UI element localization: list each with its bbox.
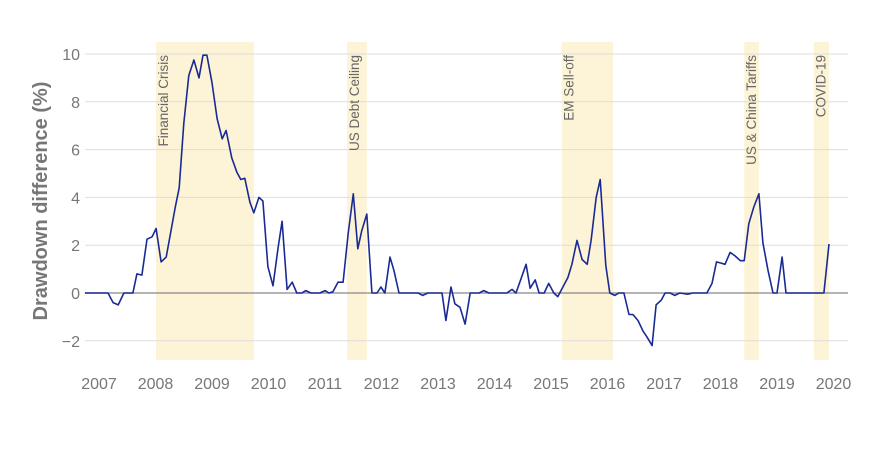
x-tick-label: 2007 (81, 376, 117, 393)
x-tick-label: 2008 (138, 376, 174, 393)
event-band-label: EM Sell-off (562, 55, 577, 121)
event-band-labels: Financial Crisis US Debt Ceiling EM Sell-o… (156, 55, 829, 165)
x-tick-label: 2009 (194, 376, 230, 393)
event-band-label: COVID-19 (814, 55, 829, 117)
x-tick-label: 2015 (533, 376, 569, 393)
y-tick-label: 2 (71, 238, 80, 255)
event-band-label: US Debt Ceiling (347, 55, 362, 151)
event-band-label: US & China Tariffs (744, 55, 759, 165)
x-tick-label: 2019 (759, 376, 795, 393)
x-tick-label: 2016 (590, 376, 626, 393)
y-tick-label: 8 (71, 95, 80, 112)
y-tick-label: 6 (71, 143, 80, 160)
x-tick-label: 2012 (364, 376, 400, 393)
x-tick-label: 2020 (816, 376, 852, 393)
event-band-label: Financial Crisis (156, 55, 171, 147)
x-tick-label: 2014 (477, 376, 513, 393)
y-tick-label: 10 (62, 47, 80, 64)
y-tick-label: 0 (71, 286, 80, 303)
y-axis-ticks: −2 0 2 4 6 8 10 (62, 47, 80, 351)
x-axis-ticks: 2007 2008 2009 2010 2011 2012 2013 2014 2015 2016… (81, 376, 851, 393)
x-tick-label: 2013 (420, 376, 456, 393)
x-tick-label: 2010 (251, 376, 287, 393)
y-tick-label: 4 (71, 190, 80, 207)
x-tick-label: 2018 (703, 376, 739, 393)
x-tick-label: 2011 (308, 376, 343, 393)
y-axis-label: Drawdown difference (%) (30, 82, 52, 321)
y-tick-label: −2 (62, 334, 80, 351)
x-tick-label: 2017 (646, 376, 682, 393)
